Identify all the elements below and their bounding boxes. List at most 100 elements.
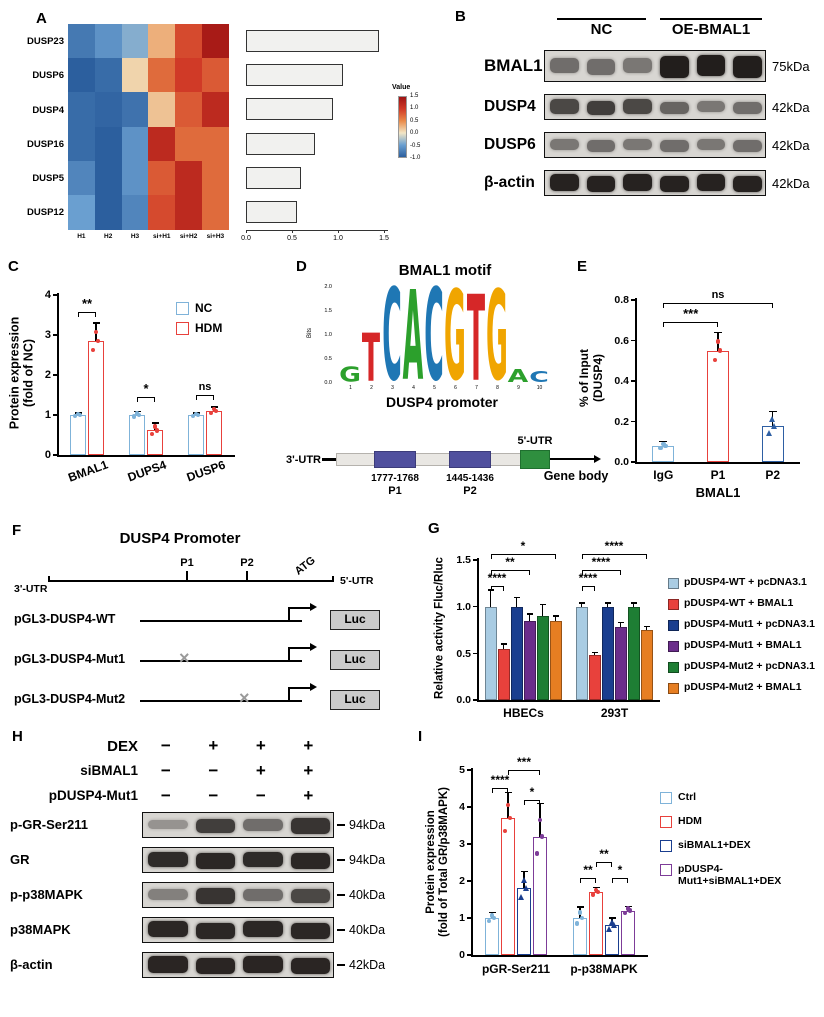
error-bar	[541, 604, 544, 616]
data-point	[574, 921, 580, 926]
data-point	[152, 424, 158, 429]
blot-image	[142, 882, 334, 908]
x-group-label: HBECs	[503, 706, 544, 720]
heatmap-col-label: H3	[130, 233, 140, 241]
blot-band	[586, 175, 616, 193]
data-point	[579, 915, 585, 921]
y-tick-label: 1	[44, 409, 51, 421]
legend-swatch	[176, 322, 189, 335]
x-axis-tick	[292, 230, 293, 234]
error-bar	[554, 616, 557, 621]
treatment-sign: −	[208, 761, 219, 780]
data-point-triangle	[608, 918, 615, 925]
treatment-sign: −	[208, 786, 219, 805]
bar	[246, 64, 343, 87]
sig-bracket	[196, 395, 214, 400]
axis-tick-p2	[246, 571, 248, 580]
legend-swatch	[668, 620, 679, 631]
data-point	[93, 329, 99, 335]
sig-label: *	[529, 785, 535, 799]
y-axis-line	[57, 293, 59, 456]
y-tick-label: 1.5	[456, 554, 471, 567]
y-tick-label: 3	[459, 838, 465, 851]
heatmap-cell	[68, 160, 96, 196]
error-bar-cap	[608, 917, 616, 919]
blot-row-label: p-GR-Ser211	[10, 817, 89, 832]
blot-image	[544, 170, 766, 196]
error-bar-cap	[552, 615, 559, 617]
x-category-label: P1	[710, 468, 726, 482]
blot-band	[148, 889, 188, 900]
data-point	[211, 406, 217, 412]
treatment-name: DEX	[107, 738, 138, 755]
heatmap-cell	[121, 58, 149, 93]
gene-body-arrow-line	[550, 458, 594, 460]
axis-label-p2: P2	[240, 557, 254, 569]
sig-label: *	[520, 539, 526, 553]
heatmap-cell	[202, 58, 230, 93]
svg-text:A: A	[403, 266, 424, 408]
x-axis-title: BMAL1	[695, 485, 741, 500]
blot-row-label: GR	[10, 852, 30, 867]
blot-band	[195, 888, 235, 904]
heatmap-col-label: si+H2	[179, 233, 198, 241]
heatmap-row-label: DUSP16	[27, 138, 64, 150]
blot-band	[623, 174, 652, 191]
tss-arrow-head	[310, 643, 317, 651]
data-point	[75, 411, 81, 417]
blot-band	[243, 818, 283, 831]
bar	[510, 606, 523, 700]
sig-bracket	[490, 554, 556, 559]
blot-row-label: p-p38MAPK	[10, 887, 83, 902]
x-group-label: 293T	[600, 706, 629, 720]
error-bar-cap	[536, 802, 544, 804]
y-tick-label: 4	[44, 289, 51, 301]
logo-letter: G	[486, 266, 508, 408]
construct-label: pGL3-DUSP4-Mut2	[14, 692, 126, 706]
blot-band	[290, 957, 330, 975]
tss-arrow-horizontal	[288, 687, 310, 689]
x-axis-line	[635, 462, 800, 464]
data-point	[131, 414, 137, 419]
error-bar-cap	[513, 596, 520, 598]
tss-arrow-horizontal	[288, 607, 310, 609]
error-bar	[632, 602, 635, 607]
logo-letter: T	[362, 319, 380, 396]
mutation-x-mark: ×	[179, 648, 190, 668]
x-axis-line	[57, 455, 235, 457]
axis-end-tick-left	[48, 576, 50, 581]
blot-band	[243, 888, 283, 901]
heatmap-cell	[148, 58, 176, 93]
sig-label: **	[599, 847, 609, 861]
sig-bracket	[580, 878, 596, 883]
legend-swatch	[176, 302, 189, 315]
sig-label: **	[583, 863, 593, 877]
y-axis-line	[471, 768, 473, 956]
treatment-name: siBMAL1	[80, 763, 138, 778]
heatmap-cell	[148, 160, 176, 196]
tss-arrow-horizontal	[288, 647, 310, 649]
sig-bracket	[78, 312, 96, 317]
panel-label-e: E	[577, 258, 588, 275]
logo-x-tick-label: 4	[412, 385, 415, 391]
treatment-name: pDUSP4-Mut1	[48, 788, 138, 803]
axis-end-tick-right	[332, 576, 334, 581]
legend-label: pDUSP4-WT + BMAL1	[684, 597, 794, 609]
data-point	[712, 357, 718, 362]
bar	[621, 910, 635, 955]
x-tick-label: 0.0	[241, 235, 251, 243]
legend-label: pDUSP4-Mut1 + BMAL1	[684, 639, 802, 651]
legend-swatch	[668, 641, 679, 652]
y-axis-tick	[631, 299, 635, 301]
sig-label: **	[81, 296, 93, 311]
y-axis-title-text: Protein expression (fold of Total GR/p38M…	[424, 787, 450, 937]
sig-label: ****	[490, 773, 510, 787]
blot-kda-label: 94kDa	[349, 853, 386, 867]
heatmap-cell	[68, 24, 96, 59]
blot-row-label: BMAL1	[484, 56, 543, 76]
svg-text:T: T	[362, 319, 380, 396]
heatmap-cell	[121, 24, 149, 59]
data-point	[627, 908, 633, 913]
luc-box: Luc	[330, 650, 380, 670]
